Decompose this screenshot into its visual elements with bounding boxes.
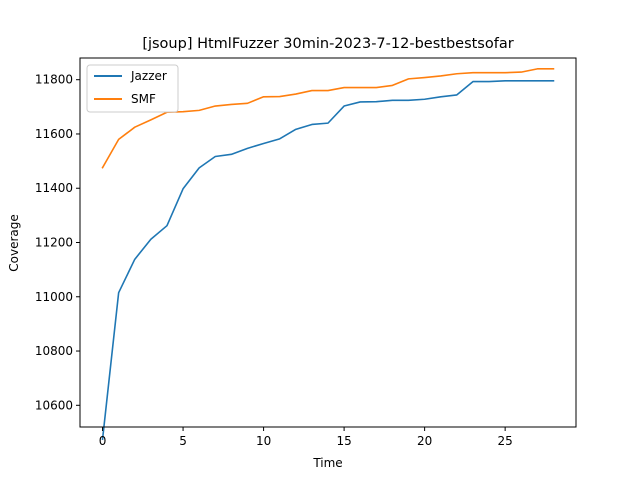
x-tick-label: 5	[179, 434, 187, 448]
x-tick-label: 15	[336, 434, 351, 448]
x-tick-label: 25	[498, 434, 513, 448]
y-tick-label: 11000	[35, 290, 73, 304]
y-tick-label: 10600	[35, 398, 73, 412]
x-axis: 0 5 10 15 20 25	[99, 427, 513, 448]
x-axis-label: Time	[312, 456, 342, 470]
x-tick-label: 20	[417, 434, 432, 448]
x-tick-label: 0	[99, 434, 107, 448]
legend-label-smf: SMF	[131, 92, 156, 106]
legend: Jazzer SMF	[86, 64, 179, 113]
y-tick-label: 11800	[35, 73, 73, 87]
y-tick-label: 10800	[35, 344, 73, 358]
x-tick-label: 10	[256, 434, 271, 448]
legend-label-jazzer: Jazzer	[130, 69, 167, 83]
chart-title: [jsoup] HtmlFuzzer 30min-2023-7-12-bestb…	[142, 36, 513, 52]
y-axis-label: Coverage	[7, 214, 21, 272]
y-tick-label: 11600	[35, 127, 73, 141]
series-layer	[101, 68, 555, 441]
series-line-jazzer	[101, 79, 555, 441]
series-line-smf	[101, 68, 555, 169]
y-tick-label: 11200	[35, 236, 73, 250]
y-axis: 10600 10800 11000 11200 11400 11600 11800	[35, 73, 80, 412]
y-tick-label: 11400	[35, 181, 73, 195]
